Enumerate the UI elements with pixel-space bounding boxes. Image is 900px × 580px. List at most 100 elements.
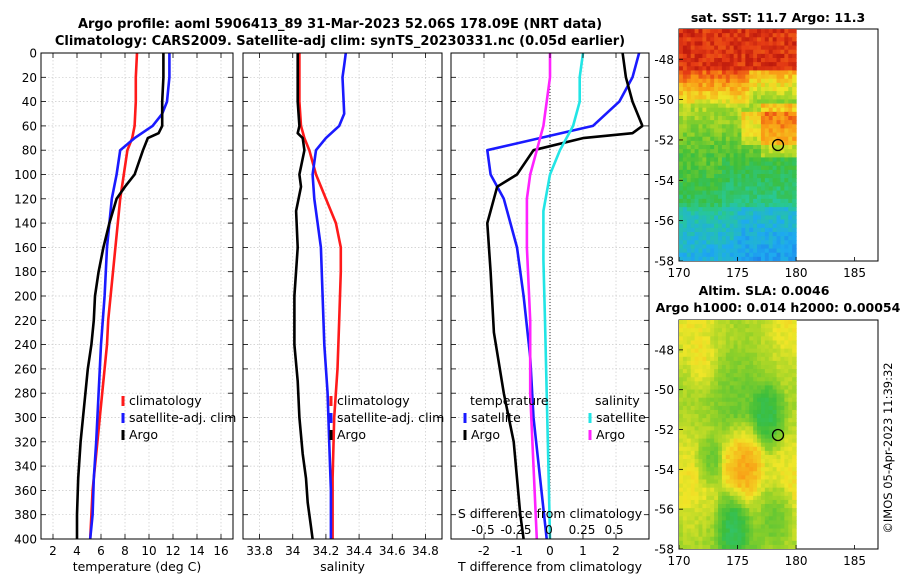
heatmap-cell — [729, 58, 735, 63]
heatmap-cell — [690, 369, 696, 374]
heatmap-cell — [749, 116, 754, 121]
heatmap-cell — [698, 186, 704, 192]
heatmap-cell — [788, 450, 793, 456]
heatmap-cell — [733, 161, 739, 167]
heatmap-cell — [772, 532, 778, 538]
heatmap-cell — [733, 360, 739, 366]
heatmap-cell — [768, 149, 774, 154]
heatmap-cell — [772, 483, 778, 489]
heatmap-cell — [679, 182, 684, 188]
heatmap-cell — [698, 418, 704, 423]
heatmap-cell — [737, 66, 743, 72]
heatmap-cell — [788, 381, 793, 387]
heatmap-cell — [690, 111, 696, 117]
heatmap-cell — [718, 332, 723, 337]
heatmap-cell — [792, 438, 797, 444]
heatmap-cell — [702, 340, 707, 346]
heatmap-cell — [694, 499, 700, 505]
heatmap-cell — [764, 524, 770, 530]
heatmap-cell — [679, 348, 684, 354]
heatmap-cell — [694, 41, 700, 47]
heatmap-cell — [686, 389, 692, 395]
heatmap-cell — [702, 459, 707, 464]
heatmap-cell — [745, 401, 750, 407]
heatmap-cell — [780, 182, 785, 188]
heatmap-cell — [792, 463, 797, 468]
heatmap-cell — [749, 219, 754, 225]
y-tick-label: 120 — [14, 192, 37, 206]
heatmap-cell — [749, 103, 754, 109]
heatmap-cell — [718, 66, 723, 72]
heatmap-cell — [718, 87, 723, 92]
heatmap-cell — [757, 446, 762, 452]
heatmap-cell — [772, 414, 778, 419]
heatmap-cell — [733, 373, 739, 378]
heatmap-cell — [737, 91, 743, 96]
legend-label-sal-sat_salinity: satellite — [596, 410, 646, 425]
heatmap-cell — [686, 348, 692, 354]
heatmap-cell — [729, 198, 735, 204]
heatmap-cell — [702, 107, 707, 113]
heatmap-cell — [686, 99, 692, 105]
heatmap-cell — [776, 66, 782, 72]
heatmap-cell — [710, 405, 715, 411]
heatmap-cell — [737, 136, 743, 142]
y-tick-label: 360 — [14, 484, 37, 498]
heatmap-cell — [764, 232, 770, 237]
heatmap-cell — [784, 174, 789, 179]
heatmap-cell — [792, 364, 797, 370]
heatmap-cell — [714, 128, 719, 134]
heatmap-cell — [679, 240, 684, 246]
s-tick-label: -0.5 — [471, 523, 494, 537]
heatmap-cell — [686, 223, 692, 229]
heatmap-cell — [694, 149, 700, 154]
heatmap-cell — [784, 111, 789, 117]
heatmap-cell — [788, 495, 793, 501]
heatmap-cell — [690, 107, 696, 113]
heatmap-cell — [729, 336, 735, 342]
heatmap-cell — [714, 111, 719, 117]
heatmap-cell — [710, 62, 715, 67]
heatmap-cell — [780, 41, 785, 47]
heatmap-cell — [745, 174, 750, 179]
heatmap-cell — [682, 479, 688, 485]
heatmap-cell — [788, 524, 793, 530]
heatmap-cell — [753, 252, 758, 258]
heatmap-cell — [757, 450, 762, 456]
heatmap-cell — [788, 352, 793, 358]
heatmap-cell — [772, 520, 778, 526]
heatmap-cell — [686, 454, 692, 460]
heatmap-cell — [710, 544, 715, 549]
heatmap-cell — [733, 107, 739, 113]
heatmap-cell — [757, 194, 762, 200]
heatmap-cell — [753, 174, 758, 179]
heatmap-cell — [749, 207, 754, 212]
heatmap-cell — [753, 157, 758, 163]
heatmap-cell — [784, 328, 789, 333]
heatmap-cell — [788, 405, 793, 411]
heatmap-cell — [753, 409, 758, 415]
heatmap-cell — [784, 87, 789, 92]
heatmap-cell — [760, 95, 766, 101]
heatmap-cell — [718, 219, 723, 225]
heatmap-cell — [753, 475, 758, 481]
heatmap-cell — [718, 491, 723, 497]
heatmap-cell — [776, 45, 782, 51]
heatmap-cell — [776, 422, 782, 427]
heatmap-cell — [737, 540, 743, 546]
heatmap-cell — [792, 430, 797, 436]
heatmap-cell — [764, 540, 770, 546]
heatmap-cell — [686, 471, 692, 476]
heatmap-cell — [741, 232, 746, 237]
heatmap-cell — [714, 512, 719, 517]
heatmap-cell — [698, 45, 704, 51]
heatmap-cell — [729, 348, 735, 354]
heatmap-cell — [757, 516, 762, 521]
heatmap-cell — [721, 389, 727, 395]
heatmap-cell — [690, 364, 696, 370]
heatmap-cell — [702, 182, 707, 188]
heatmap-cell — [768, 33, 774, 38]
heatmap-cell — [733, 450, 739, 456]
heatmap-cell — [686, 87, 692, 92]
series-line-temperature-argo — [485, 52, 644, 540]
